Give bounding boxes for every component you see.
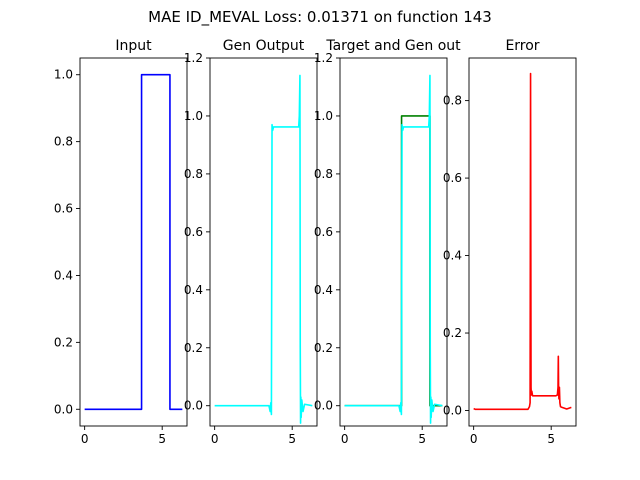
y-tick-label: 0.6 — [443, 171, 462, 185]
y-tick-label: 0.4 — [184, 283, 203, 297]
y-tick-label: 0.0 — [314, 399, 333, 413]
x-tick-label: 0 — [470, 432, 478, 446]
x-tick-label: 0 — [211, 432, 219, 446]
subplot-1: 0 5 0.0 0.2 0.4 0.6 0.8 1.0 Input — [54, 38, 188, 446]
y-tick-label: 0.8 — [443, 94, 462, 108]
y-tick-label: 0.4 — [54, 268, 73, 282]
subplot-2: 0 5 0.0 0.2 0.4 0.6 0.8 1.0 1.2 Gen Output — [184, 38, 318, 446]
y-tick-label: 0.6 — [184, 225, 203, 239]
subplot-title: Target and Gen out — [325, 38, 461, 54]
axes-frame — [209, 57, 318, 427]
y-tick-label: 0.4 — [443, 249, 462, 263]
y-tick-label: 0.2 — [443, 326, 462, 340]
y-tick-label: 0.6 — [54, 202, 73, 216]
series-line-1 — [473, 72, 572, 411]
y-tick-label: 0.6 — [314, 225, 333, 239]
y-tick-label: 0.2 — [314, 341, 333, 355]
y-tick-label: 0.0 — [54, 402, 73, 416]
y-tick-label: 0.8 — [314, 167, 333, 181]
subplot-title: Error — [505, 38, 539, 54]
x-tick-label: 0 — [81, 432, 89, 446]
y-tick-label: 1.0 — [54, 68, 73, 82]
subplot-title: Gen Output — [223, 38, 305, 54]
x-tick-label: 5 — [158, 432, 166, 446]
series-line-2 — [344, 74, 443, 424]
y-tick-label: 0.0 — [184, 399, 203, 413]
series-line-1 — [214, 74, 313, 424]
x-tick-label: 0 — [341, 432, 349, 446]
axes-frame — [79, 57, 188, 427]
y-tick-label: 0.0 — [443, 404, 462, 418]
y-tick-label: 0.8 — [54, 135, 73, 149]
y-tick-label: 1.0 — [184, 109, 203, 123]
y-tick-label: 1.2 — [184, 51, 203, 65]
y-tick-label: 0.2 — [184, 341, 203, 355]
subplot-title: Input — [115, 38, 152, 54]
x-tick-label: 5 — [418, 432, 426, 446]
figure-title: MAE ID_MEVAL Loss: 0.01371 on function 1… — [148, 8, 492, 27]
x-tick-label: 5 — [288, 432, 296, 446]
subplot-4: 0 5 0.0 0.2 0.4 0.6 0.8 Error — [443, 38, 577, 446]
series-line-1 — [84, 73, 183, 411]
y-tick-label: 0.4 — [314, 283, 333, 297]
series-line-1 — [344, 115, 443, 407]
x-tick-label: 5 — [547, 432, 555, 446]
y-tick-label: 0.8 — [184, 167, 203, 181]
y-tick-label: 1.2 — [314, 51, 333, 65]
y-tick-label: 0.2 — [54, 335, 73, 349]
y-tick-label: 1.0 — [314, 109, 333, 123]
axes-frame — [339, 57, 448, 427]
axes-frame — [468, 57, 577, 427]
